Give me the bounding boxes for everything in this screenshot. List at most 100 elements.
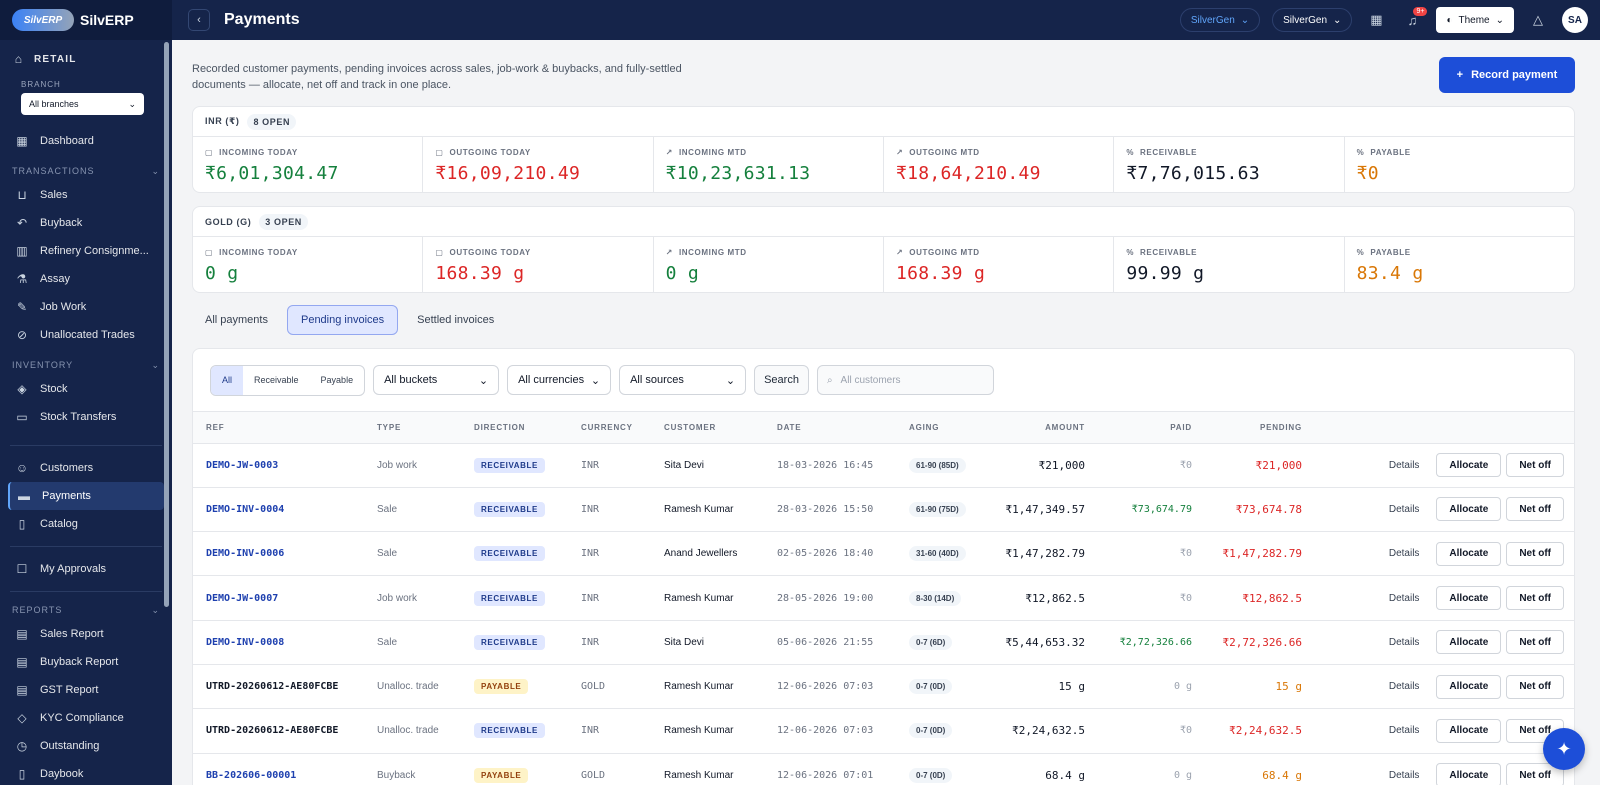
sidebar-group-header[interactable]: TRANSACTIONS ⌄ [0, 161, 172, 181]
sidebar: SilvERP SilvERP ⌂ RETAIL BRANCH All bran… [0, 0, 172, 785]
sidebar-item-outstanding[interactable]: ◷ Outstanding [0, 732, 172, 760]
sidebar-item-unallocated-trades[interactable]: ⊘ Unallocated Trades [0, 321, 172, 349]
sidebar-item-sales[interactable]: ⊔ Sales [0, 181, 172, 209]
stat-receivable: % RECEIVABLE ₹7,76,015.63 [1114, 137, 1345, 192]
direction-cell: PAYABLE [461, 664, 568, 710]
sidebar-item-refinery-consignme[interactable]: ▥ Refinery Consignme... [0, 237, 172, 265]
allocate-button[interactable]: Allocate [1436, 453, 1502, 478]
sidebar-item-job-work[interactable]: ✎ Job Work [0, 293, 172, 321]
chevron-down-icon: ⌄ [128, 98, 136, 109]
amount-cell: ₹1,47,282.79 [996, 531, 1099, 577]
details-link[interactable]: Details [1388, 592, 1420, 604]
sidebar-group-header[interactable]: REPORTS ⌄ [0, 600, 172, 620]
direction-filter-all[interactable]: All [211, 365, 244, 395]
net-off-button[interactable]: Net off [1506, 453, 1564, 478]
column-header-currency[interactable]: CURRENCY [568, 412, 651, 444]
details-link[interactable]: Details [1388, 503, 1420, 515]
ref-link[interactable]: DEMO-JW-0003 [193, 443, 364, 488]
avatar[interactable]: SA [1562, 7, 1588, 33]
direction-filter-receivable[interactable]: Receivable [254, 375, 299, 385]
bucket-select[interactable]: All buckets ⌄ [373, 365, 500, 395]
sidebar-item-customers[interactable]: ☺ Customers [0, 454, 172, 482]
allocate-button[interactable]: Allocate [1436, 586, 1502, 611]
tab-all-payments[interactable]: All payments [205, 314, 268, 326]
sidebar-section-retail[interactable]: ⌂ RETAIL [0, 40, 172, 66]
column-header-aging[interactable]: AGING [896, 412, 996, 444]
org-switcher[interactable]: SilverGen ⌄ [1179, 8, 1261, 32]
tab-pending-invoices[interactable]: Pending invoices [286, 305, 399, 335]
net-off-button[interactable]: Net off [1506, 586, 1564, 611]
sidebar-scrollbar[interactable] [164, 42, 169, 607]
customer-search-input[interactable]: ⌕ All customers [816, 365, 994, 395]
notifications-button[interactable]: ♫ 9+ [1400, 7, 1428, 32]
brand[interactable]: SilvERP SilvERP [0, 0, 172, 40]
column-header-customer[interactable]: CUSTOMER [651, 412, 764, 444]
alerts-button[interactable]: △ [1526, 8, 1550, 32]
column-header-paid[interactable]: PAID [1099, 412, 1206, 444]
assistant-fab[interactable]: ✦ [1543, 728, 1585, 770]
sidebar-item-payments[interactable]: ▬ Payments [8, 482, 164, 510]
net-off-button[interactable]: Net off [1506, 497, 1564, 522]
branch-select[interactable]: All branches ⌄ [21, 93, 144, 115]
search-button[interactable]: Search [754, 365, 809, 395]
type-cell: Job work [364, 575, 461, 621]
column-header-direction[interactable]: DIRECTION [461, 412, 568, 444]
column-header-amount[interactable]: AMOUNT [996, 412, 1099, 444]
sidebar-item-kyc-compliance[interactable]: ◇ KYC Compliance [0, 704, 172, 732]
allocate-button[interactable]: Allocate [1436, 630, 1502, 655]
column-header-date[interactable]: DATE [764, 412, 896, 444]
column-header-type[interactable]: TYPE [364, 412, 461, 444]
source-select[interactable]: All sources ⌄ [619, 365, 747, 395]
dashboard-icon: ▦ [16, 134, 28, 148]
details-link[interactable]: Details [1388, 769, 1420, 781]
ref-link[interactable]: DEMO-JW-0007 [193, 575, 364, 621]
sidebar-item-label: Refinery Consignme... [40, 245, 149, 257]
stat-label: ↗ OUTGOING MTD [896, 148, 1113, 157]
details-link[interactable]: Details [1388, 681, 1420, 693]
sidebar-item-catalog[interactable]: ▯ Catalog [0, 510, 172, 538]
brand-logo: SilvERP [12, 9, 74, 31]
currency-select[interactable]: All currencies ⌄ [507, 365, 612, 395]
company-switcher[interactable]: SilverGen ⌄ [1272, 8, 1353, 32]
net-off-button[interactable]: Net off [1506, 541, 1564, 566]
net-off-button[interactable]: Net off [1506, 674, 1564, 699]
allocate-button[interactable]: Allocate [1436, 763, 1502, 785]
details-link[interactable]: Details [1388, 459, 1420, 471]
direction-filter-payable[interactable]: Payable [320, 375, 354, 385]
column-header-pending[interactable]: PENDING [1206, 412, 1316, 444]
theme-button[interactable]: ◐ Theme ⌄ [1436, 7, 1514, 33]
ref-link[interactable]: DEMO-INV-0004 [193, 487, 364, 533]
sidebar-item-stock[interactable]: ◈ Stock [0, 375, 172, 403]
allocate-button[interactable]: Allocate [1436, 541, 1502, 566]
details-link[interactable]: Details [1388, 548, 1420, 560]
net-off-button[interactable]: Net off [1506, 763, 1564, 785]
sidebar-item-my-approvals[interactable]: ☐ My Approvals [0, 555, 172, 583]
sidebar-item-dashboard[interactable]: ▦ Dashboard [0, 127, 172, 155]
details-link[interactable]: Details [1388, 636, 1420, 648]
sidebar-item-buyback[interactable]: ↶ Buyback [0, 209, 172, 237]
sidebar-item-assay[interactable]: ⚗ Assay [0, 265, 172, 293]
back-button[interactable]: ‹ [188, 9, 210, 31]
allocate-button[interactable]: Allocate [1436, 718, 1502, 743]
net-off-button[interactable]: Net off [1506, 630, 1564, 655]
sidebar-item-stock-transfers[interactable]: ▭ Stock Transfers [0, 403, 172, 431]
sidebar-item-buyback-report[interactable]: ▤ Buyback Report [0, 648, 172, 676]
ref-link[interactable]: DEMO-INV-0006 [193, 531, 364, 577]
ref-link[interactable]: DEMO-INV-0008 [193, 620, 364, 665]
aging-badge: 0-7 (0D) [909, 679, 953, 695]
allocate-button[interactable]: Allocate [1436, 497, 1502, 522]
details-link[interactable]: Details [1388, 725, 1420, 737]
qr-scan-button[interactable]: ▦ [1364, 8, 1388, 32]
sidebar-group-header[interactable]: INVENTORY ⌄ [0, 355, 172, 375]
report-icon: ▤ [16, 627, 28, 641]
column-header-ref[interactable]: REF [193, 412, 364, 444]
stat-incoming-mtd: ↗ INCOMING MTD ₹10,23,631.13 [654, 137, 884, 192]
sidebar-item-gst-report[interactable]: ▤ GST Report [0, 676, 172, 704]
ref-link[interactable]: BB-202606-00001 [193, 753, 364, 785]
allocate-button[interactable]: Allocate [1436, 674, 1502, 699]
record-payment-button[interactable]: + Record payment [1439, 57, 1575, 93]
sidebar-item-sales-report[interactable]: ▤ Sales Report [0, 620, 172, 648]
tab-settled-invoices[interactable]: Settled invoices [417, 314, 495, 326]
sidebar-item-daybook[interactable]: ▯ Daybook [0, 760, 172, 785]
view-tabs: All payments Pending invoices Settled invo… [192, 305, 507, 335]
